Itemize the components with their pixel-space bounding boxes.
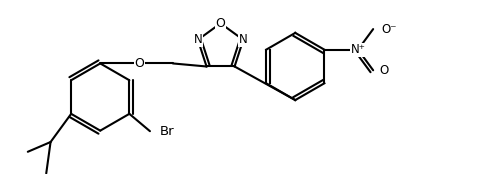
Text: Br: Br [160,125,174,138]
Text: O: O [380,64,389,77]
Text: N⁺: N⁺ [351,43,365,56]
Text: O: O [135,57,144,70]
Text: O⁻: O⁻ [382,22,397,36]
Text: O: O [216,17,225,30]
Text: N: N [194,33,202,46]
Text: N: N [239,33,247,46]
